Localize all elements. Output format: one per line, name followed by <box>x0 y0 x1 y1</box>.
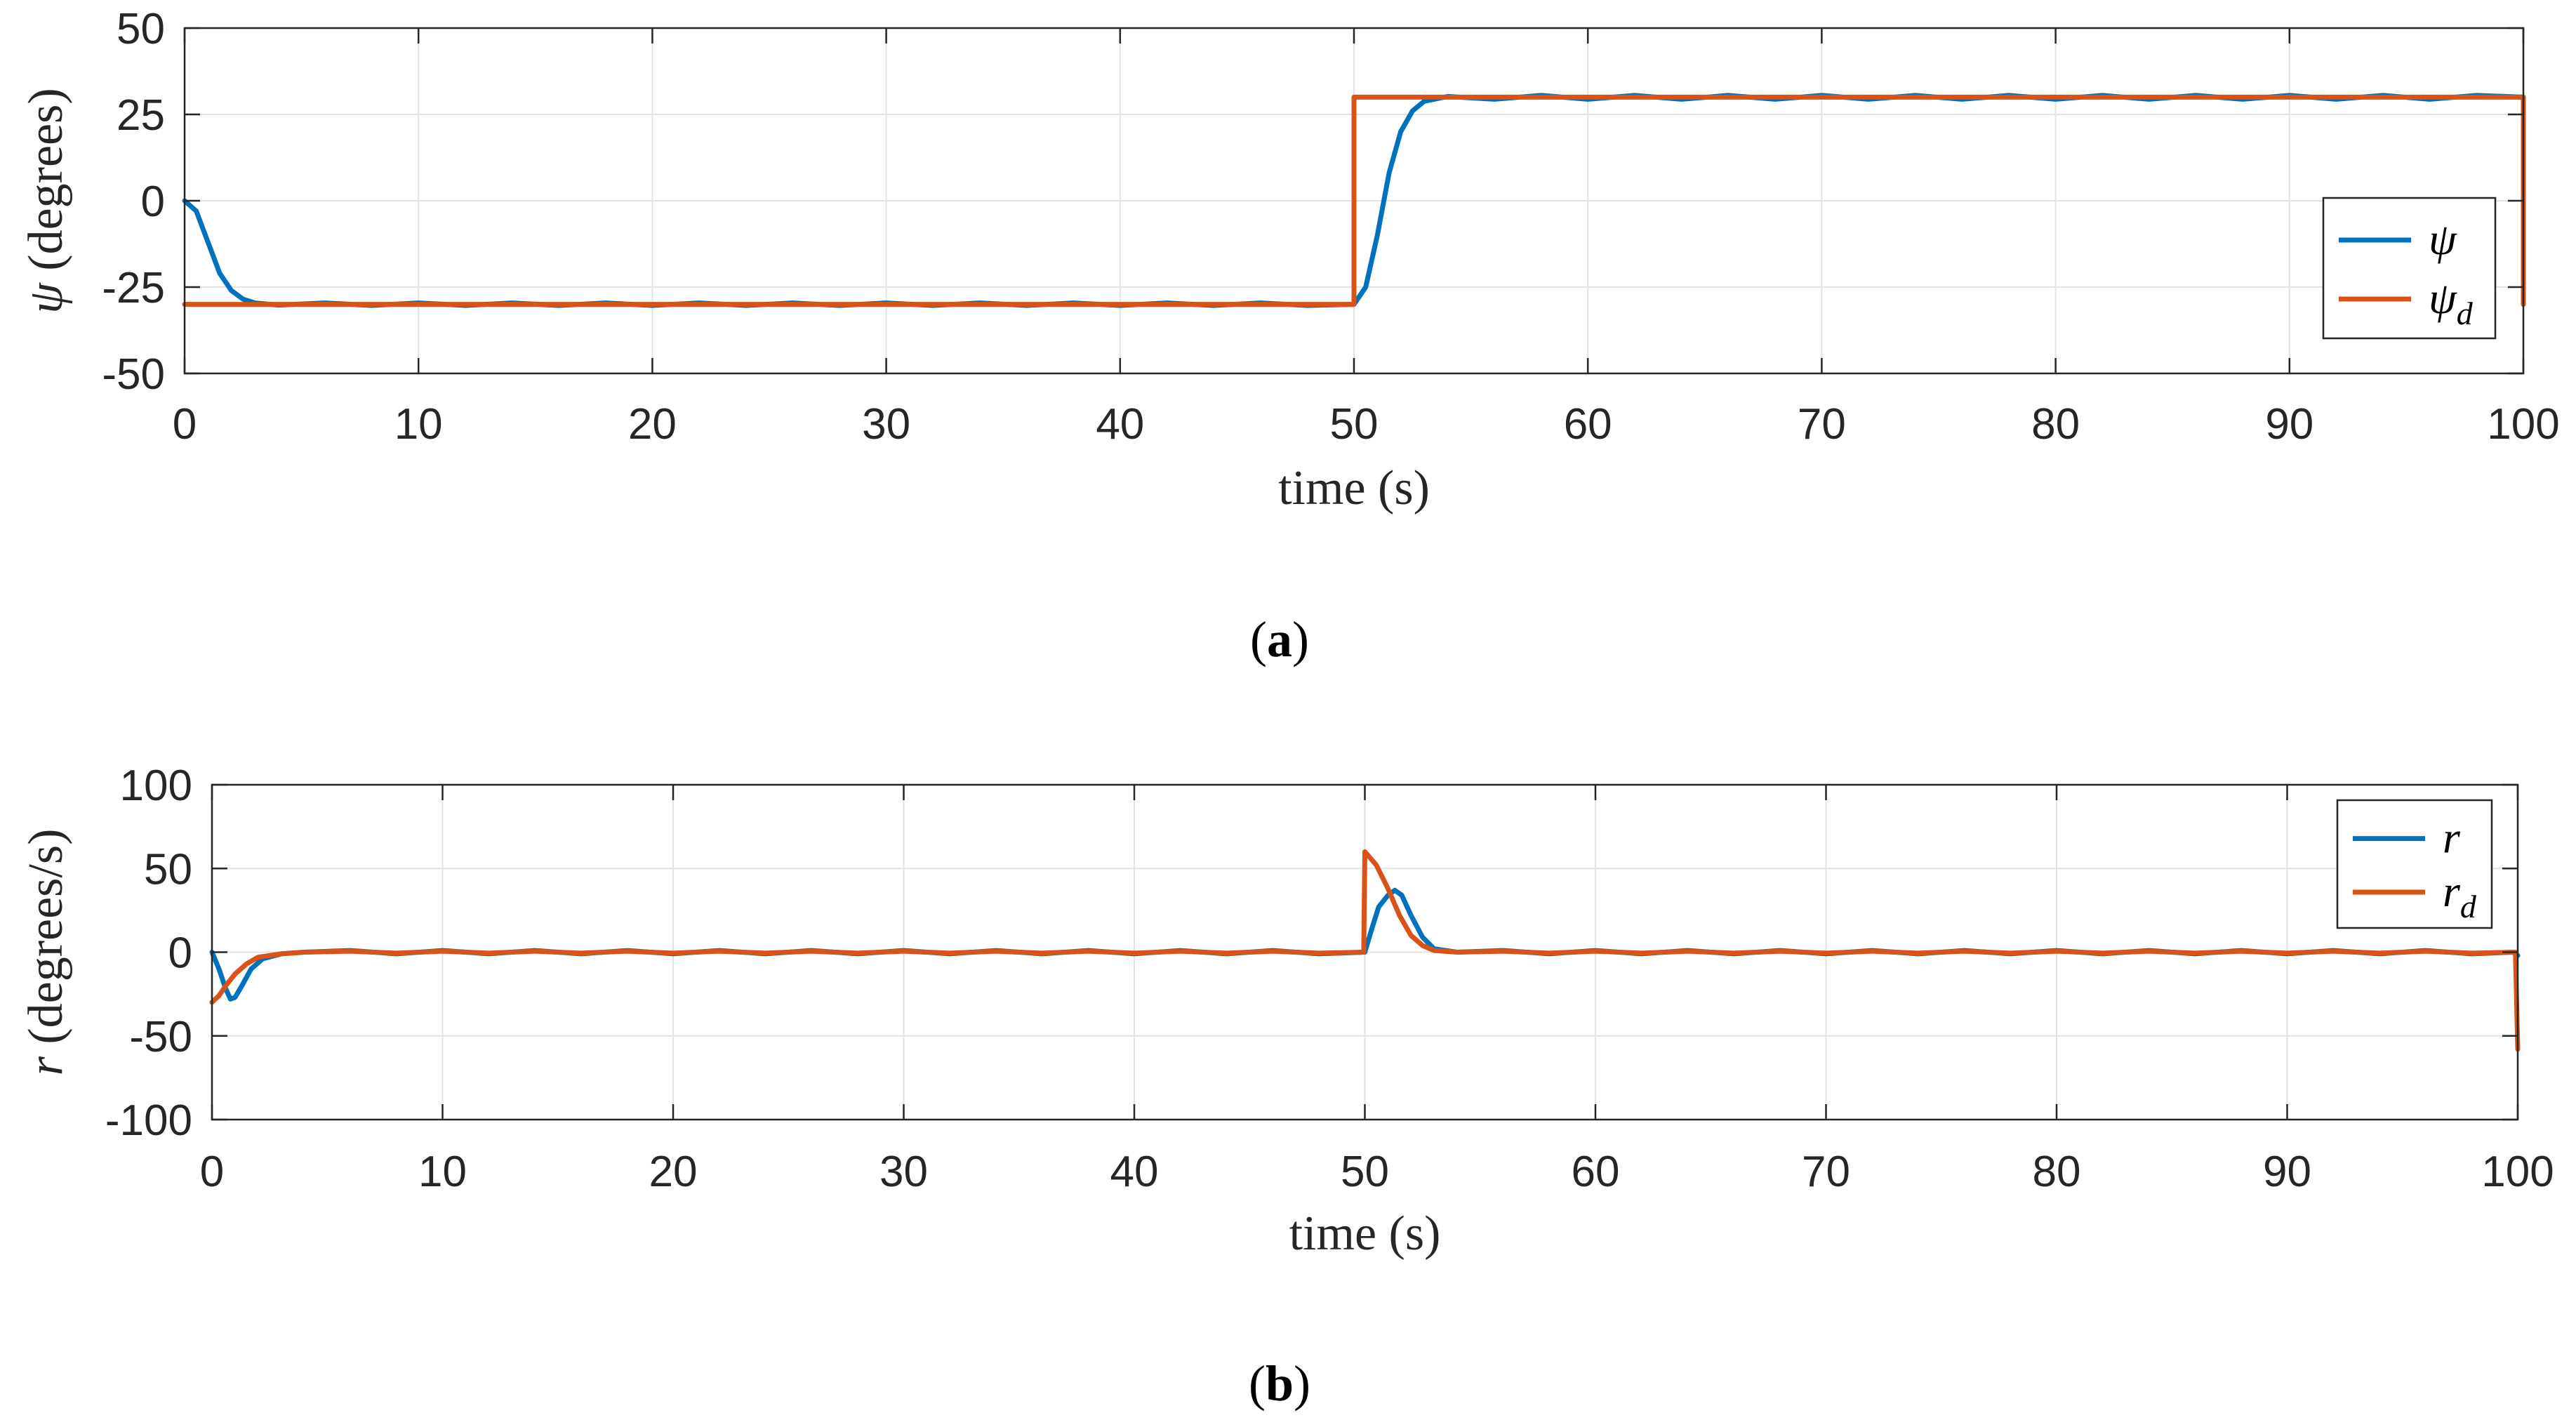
legend-label-1: ψ <box>2429 214 2457 264</box>
y-tick-label: -25 <box>102 264 165 312</box>
x-tick-label: 70 <box>1798 400 1846 449</box>
legend-subscript: d <box>2457 296 2474 331</box>
legend-box <box>2322 197 2497 340</box>
x-axis-label: time (s) <box>1278 461 1430 515</box>
x-tick-label: 60 <box>1572 1148 1620 1196</box>
x-tick-label: 90 <box>2263 1148 2311 1196</box>
y-tick-label: 100 <box>120 762 192 810</box>
y-tick-label: 0 <box>141 178 165 226</box>
y-axis-symbol: r <box>19 1044 73 1076</box>
x-tick-label: 90 <box>2265 400 2313 449</box>
x-tick-label: 60 <box>1564 400 1612 449</box>
legend-label-1: r <box>2443 813 2461 863</box>
chart-a: 0 10 20 30 40 50 60 70 80 90 100 -50 -25 0 25 50 time (s… <box>19 5 2560 515</box>
panel-label-b: (b) <box>1249 1355 1310 1412</box>
chart-b: 0 10 20 30 40 50 60 70 80 90 100 -100 -50 0 50 100 time … <box>19 762 2554 1261</box>
x-tick-label: 40 <box>1096 400 1144 449</box>
y-axis-label: ψ (degrees) <box>19 88 73 313</box>
legend-symbol: ψ <box>2429 214 2457 264</box>
x-tick-label: 10 <box>418 1148 467 1196</box>
legend-symbol: r <box>2443 813 2461 863</box>
y-axis-label: r (degrees/s) <box>19 829 73 1076</box>
y-tick-label: 25 <box>117 91 165 140</box>
x-tick-label: 40 <box>1110 1148 1159 1196</box>
y-tick-label: 50 <box>117 5 165 53</box>
x-tick-label: 50 <box>1341 1148 1389 1196</box>
y-tick-label: 50 <box>144 845 192 894</box>
legend-label-2: ψd <box>2429 273 2474 331</box>
x-tick-label: 20 <box>628 400 677 449</box>
x-axis-label: time (s) <box>1289 1207 1441 1261</box>
y-tick-label: 0 <box>168 929 192 978</box>
y-axis-unit: (degrees/s) <box>19 829 73 1044</box>
legend-subscript: d <box>2460 889 2477 924</box>
x-tick-label: 20 <box>649 1148 698 1196</box>
x-tick-label: 100 <box>2481 1148 2554 1196</box>
legend-symbol: r <box>2443 866 2461 916</box>
legend-box <box>2336 799 2493 929</box>
x-tick-label: 10 <box>394 400 443 449</box>
series-line-2 <box>209 849 2521 1052</box>
panel-label-a: (a) <box>1250 611 1309 668</box>
x-tick-label: 100 <box>2487 400 2559 449</box>
x-tick-label: 70 <box>1802 1148 1850 1196</box>
legend-label-2: rd <box>2443 866 2477 924</box>
x-tick-label: 30 <box>862 400 910 449</box>
y-tick-label: -100 <box>105 1096 192 1145</box>
x-tick-label: 80 <box>2031 400 2080 449</box>
x-tick-label: 0 <box>200 1148 224 1196</box>
x-tick-label: 30 <box>879 1148 928 1196</box>
x-tick-label: 80 <box>2033 1148 2081 1196</box>
y-tick-label: -50 <box>129 1013 192 1061</box>
legend-symbol: ψ <box>2429 273 2457 323</box>
y-axis-symbol: ψ <box>19 271 73 314</box>
y-tick-label: -50 <box>102 350 165 399</box>
x-tick-label: 50 <box>1330 400 1379 449</box>
y-axis-unit: (degrees) <box>19 88 73 270</box>
x-tick-label: 0 <box>173 400 197 449</box>
